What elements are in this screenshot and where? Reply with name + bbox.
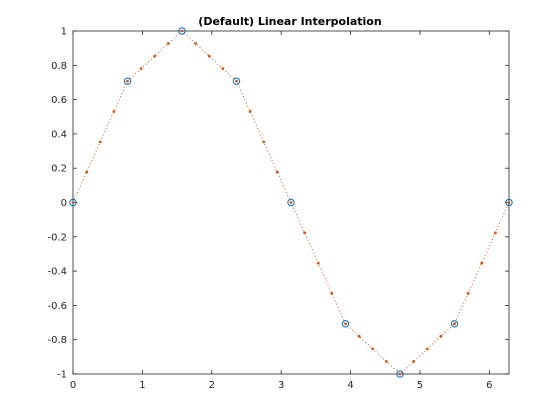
series-layer xyxy=(69,27,513,378)
y-tick-label: 0.2 xyxy=(51,164,67,175)
interpolated-point-marker xyxy=(153,54,157,58)
interpolated-point-marker xyxy=(85,170,89,174)
interpolated-point-marker xyxy=(289,201,293,204)
sample-point-marker xyxy=(69,198,77,207)
y-tick-label: 0.4 xyxy=(51,129,67,140)
y-tick-label: -0.4 xyxy=(47,267,67,278)
interpolated-point-marker xyxy=(425,347,429,351)
interpolated-point-marker xyxy=(466,292,470,295)
sample-point-marker xyxy=(396,370,404,378)
y-axis: 1 0.8 0.6 0.4 0.2 0 -0.2 -0.4 -0.6 -0.8 -1 xyxy=(47,27,509,381)
interpolated-point-marker xyxy=(235,79,238,83)
interpolated-point-marker xyxy=(453,322,456,326)
interpolated-point-marker xyxy=(371,347,375,351)
interpolated-line xyxy=(72,30,510,375)
interpolated-point-marker xyxy=(98,140,102,144)
sample-point-marker xyxy=(123,77,132,85)
interpolated-point-marker xyxy=(112,110,116,113)
y-tick-label: 0 xyxy=(61,198,67,209)
interpolated-point-marker xyxy=(412,360,416,363)
interpolated-point-marker xyxy=(357,334,361,338)
interpolated-point-marker xyxy=(344,322,347,326)
x-tick-label: 2 xyxy=(209,380,215,391)
x-tick-label: 1 xyxy=(139,380,145,391)
y-tick-label: -0.2 xyxy=(47,232,67,243)
interpolated-point-marker xyxy=(507,201,511,204)
interpolated-point-marker xyxy=(139,67,143,71)
sample-point-marker xyxy=(505,198,513,207)
sample-point-marker xyxy=(287,198,295,207)
interpolated-point-marker xyxy=(221,67,225,71)
interpolated-point-marker xyxy=(384,360,388,363)
x-tick-label: 0 xyxy=(70,380,76,391)
x-axis: 0 1 2 3 4 5 6 xyxy=(70,31,493,391)
interpolated-point-marker xyxy=(180,29,184,33)
interpolated-point-marker xyxy=(303,231,307,235)
interpolated-point-marker xyxy=(398,372,402,376)
interpolated-point-marker xyxy=(248,110,252,113)
interpolated-series xyxy=(71,29,511,376)
sample-points-series xyxy=(69,27,513,378)
x-tick-label: 3 xyxy=(278,380,284,391)
y-tick-label: 1 xyxy=(61,27,67,38)
x-tick-label: 6 xyxy=(486,380,492,391)
y-tick-label: 0.8 xyxy=(51,61,67,72)
interpolated-point-marker xyxy=(330,292,334,295)
sample-point-marker xyxy=(341,320,350,328)
sample-point-marker xyxy=(178,27,186,35)
interpolated-point-marker xyxy=(439,334,443,338)
interpolated-point-marker xyxy=(126,79,129,83)
y-tick-label: -0.8 xyxy=(47,335,67,346)
y-tick-label: -0.6 xyxy=(47,301,67,312)
interpolated-point-marker xyxy=(480,261,484,265)
interpolated-point-marker xyxy=(71,201,75,204)
interpolated-point-marker xyxy=(275,170,279,174)
x-tick-label: 5 xyxy=(417,380,423,391)
interpolated-point-marker xyxy=(207,54,211,58)
interpolated-point-marker xyxy=(166,42,170,45)
interpolated-point-marker xyxy=(194,42,198,45)
interpolated-point-marker xyxy=(316,261,320,265)
chart-title: (Default) Linear Interpolation xyxy=(198,15,381,28)
sample-point-marker xyxy=(450,320,459,328)
interpolated-point-marker xyxy=(493,231,497,235)
y-tick-label: 0.6 xyxy=(51,95,67,106)
sample-point-marker xyxy=(232,77,241,85)
y-tick-label: -1 xyxy=(57,370,67,381)
interpolated-point-marker xyxy=(262,140,266,144)
x-tick-label: 4 xyxy=(347,380,353,391)
